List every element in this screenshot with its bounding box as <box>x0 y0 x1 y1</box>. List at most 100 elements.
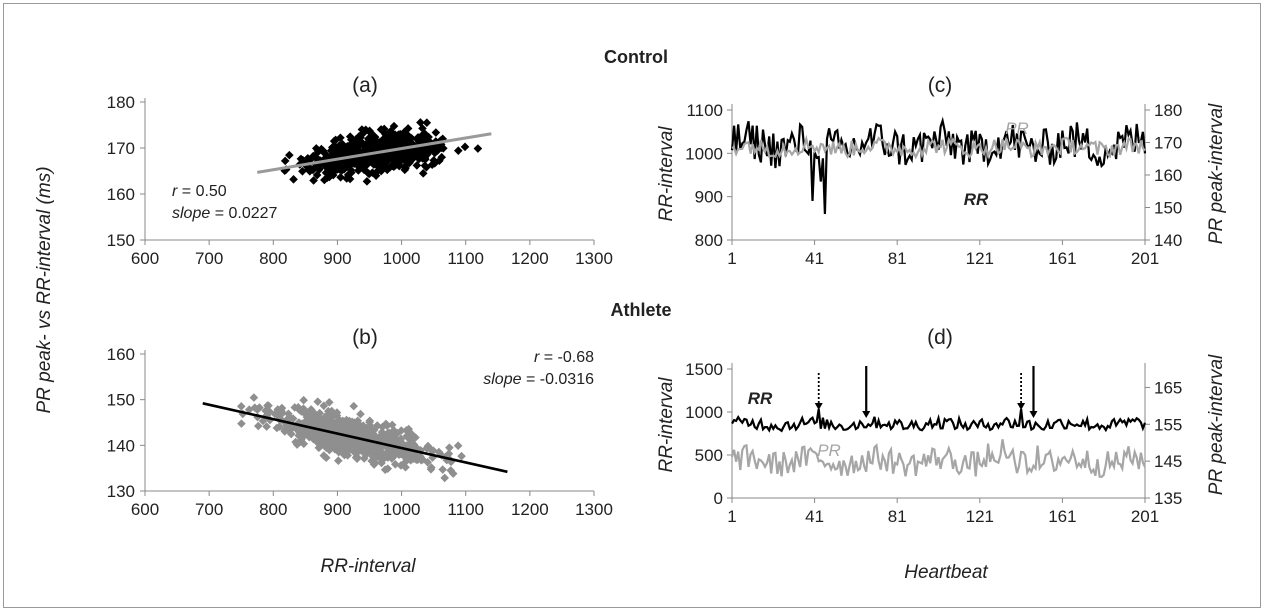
scatter-point <box>431 143 441 153</box>
y-left-tick-label-c: 800 <box>695 231 723 250</box>
x-tick-label-b: 800 <box>259 500 287 519</box>
scatter-point <box>309 419 318 428</box>
y-right-tick-label-c: 150 <box>1154 199 1182 218</box>
scatter-point <box>360 428 369 437</box>
y-tick-label-a: 150 <box>107 231 135 250</box>
panel-label-b: (b) <box>352 326 378 349</box>
y-right-tick-label-c: 160 <box>1154 166 1182 185</box>
y-left-tick-label-c: 900 <box>695 188 723 207</box>
y-tick-label-b: 160 <box>107 345 135 364</box>
scatter-point <box>414 135 424 145</box>
y-right-tick-label-c: 180 <box>1154 101 1182 120</box>
y-left-tick-label-c: 1000 <box>685 144 723 163</box>
x-axis-title-b: RR-interval <box>320 556 416 577</box>
scatter-point <box>302 420 311 429</box>
x-tick-label-d: 161 <box>1048 507 1076 526</box>
scatter-point <box>356 133 365 142</box>
scatter-point <box>368 168 377 177</box>
scatter-point <box>337 428 346 437</box>
scatter-point <box>357 125 367 134</box>
scatter-point <box>365 145 375 155</box>
scatter-point <box>401 453 411 463</box>
x-tick-label-c: 1 <box>727 249 736 268</box>
scatter-point <box>326 146 336 156</box>
scatter-point <box>362 142 372 152</box>
arrow-head-dotted <box>1017 403 1026 410</box>
x-tick-label-b: 1200 <box>511 500 549 519</box>
scatter-point <box>335 165 345 174</box>
scatter-point <box>431 128 441 137</box>
series-label-pr-c: PR <box>1005 119 1029 138</box>
stat-slope-b: slope = -0.0316 <box>483 371 594 388</box>
scatter-point <box>379 124 389 134</box>
scatter-point <box>351 453 361 462</box>
y-tick-label-b: 140 <box>107 436 135 455</box>
y-right-tick-label-d: 155 <box>1154 415 1182 434</box>
scatter-point <box>457 451 466 461</box>
y-axis-title-d-left: RR-interval <box>656 377 677 473</box>
y-axis-title-d-right: PR peak-interval <box>1206 354 1227 495</box>
scatter-point <box>437 451 447 460</box>
y-axis-title-left: PR peak- vs RR-interval (ms) <box>34 166 55 413</box>
panel-label-a: (a) <box>352 74 378 97</box>
panel-label-c: (c) <box>928 74 953 97</box>
fit-line-b <box>202 402 508 474</box>
scatter-point <box>336 173 345 182</box>
series-line-pr-d <box>730 439 1147 478</box>
scatter-point <box>380 465 390 474</box>
scatter-point <box>365 421 375 430</box>
scatter-point <box>377 458 386 468</box>
scatter-point <box>401 462 410 472</box>
scatter-point <box>280 425 290 435</box>
scatter-point <box>376 442 386 451</box>
scatter-point <box>367 440 376 450</box>
scatter-point <box>390 139 400 149</box>
x-tick-label-c: 41 <box>805 249 824 268</box>
scatter-point <box>311 160 321 170</box>
scatter-point <box>343 440 353 449</box>
scatter-point <box>428 446 438 455</box>
scatter-point <box>392 149 402 159</box>
scatter-point <box>291 437 300 447</box>
scatter-point <box>329 136 339 146</box>
scatter-point <box>405 439 414 449</box>
scatter-point <box>422 118 432 128</box>
scatter-point <box>413 455 423 464</box>
scatter-point <box>400 150 410 160</box>
scatter-point <box>412 161 422 170</box>
scatter-point <box>288 414 298 423</box>
scatter-point <box>424 137 433 147</box>
scatter-point <box>368 133 377 143</box>
series-line-pr-c <box>731 134 1146 160</box>
scatter-point <box>356 441 366 450</box>
y-right-tick-label-c: 140 <box>1154 231 1182 250</box>
scatter-point <box>303 153 313 163</box>
stat-slope-a: slope = 0.0227 <box>172 205 278 222</box>
scatter-point <box>419 143 429 152</box>
y-tick-label-b: 130 <box>107 482 135 501</box>
x-tick-label-b: 900 <box>323 500 351 519</box>
scatter-point <box>445 443 454 452</box>
scatter-point <box>237 419 246 428</box>
scatter-point <box>427 145 437 154</box>
scatter-point <box>367 138 377 147</box>
scatter-point <box>389 121 399 131</box>
scatter-point <box>371 435 381 445</box>
x-tick-label-d: 1 <box>727 507 736 526</box>
scatter-point <box>440 473 449 483</box>
scatter-point <box>473 144 483 153</box>
scatter-point <box>383 428 393 438</box>
scatter-point <box>321 443 331 452</box>
scatter-point <box>379 142 389 152</box>
scatter-point <box>402 426 411 435</box>
scatter-point <box>324 397 334 407</box>
scatter-point <box>289 175 298 184</box>
scatter-point <box>308 429 318 438</box>
y-axis-title-c-left: RR-interval <box>656 126 677 222</box>
arrow-head-solid <box>862 411 871 418</box>
scatter-point <box>296 154 306 164</box>
scatter-point <box>453 146 463 155</box>
y-right-tick-label-c: 170 <box>1154 134 1182 153</box>
scatter-point <box>424 132 433 142</box>
scatter-point <box>264 401 273 410</box>
